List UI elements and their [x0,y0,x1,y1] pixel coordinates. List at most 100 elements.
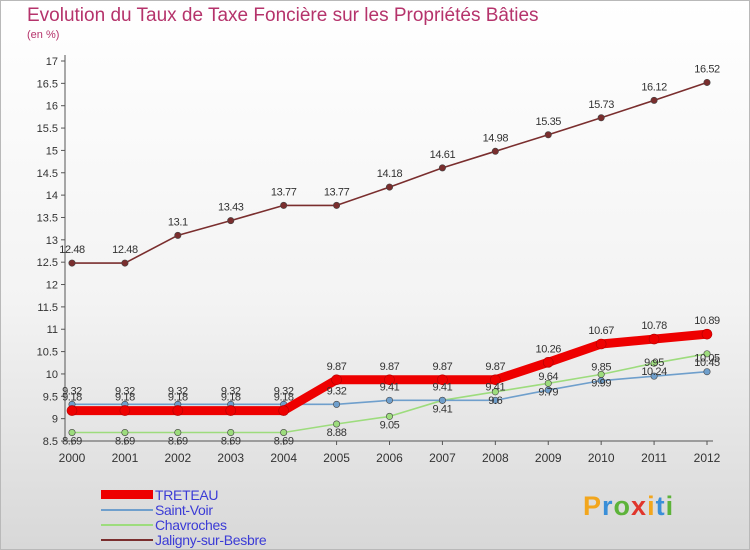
legend-label: Jaligny-sur-Besbre [155,531,267,548]
data-label: 9.41 [433,403,453,415]
data-point [384,374,395,386]
data-label: 10.26 [535,343,561,355]
data-label: 15.35 [535,116,561,128]
data-point [701,328,713,340]
data-point [437,374,448,386]
x-tick-label: 2002 [164,451,191,465]
data-label: 10.78 [641,320,667,332]
logo-letter: o [613,491,632,521]
data-label: 9.18 [274,392,294,404]
legend-swatch [101,490,153,499]
y-tick-label: 14 [46,190,58,202]
y-tick-label: 9 [52,414,58,426]
x-tick-label: 2006 [376,451,403,465]
x-tick-label: 2001 [112,451,139,465]
legend-item: TRETEAU [101,487,266,503]
data-point [227,429,235,437]
legend: TRETEAU Saint-Voir Chavroches Jaligny-sur-B… [101,487,267,548]
y-tick-label: 10 [46,369,58,381]
data-label: 9.32 [115,385,135,397]
legend-label: Saint-Voir [155,501,213,518]
data-label: 9.87 [327,361,347,373]
data-point [491,396,499,404]
data-point [172,405,184,416]
logo-letter: P [583,491,603,521]
data-label: 10.05 [694,353,720,365]
data-label: 9.18 [168,392,188,404]
data-point [121,259,129,267]
data-point [650,372,658,380]
y-tick-label: 13.5 [37,212,58,224]
data-point [119,405,131,416]
data-point [385,183,393,191]
data-point [174,231,182,239]
data-point [333,400,341,408]
data-point [703,368,711,376]
data-point [490,374,501,386]
y-tick-label: 14.5 [37,168,58,180]
data-label: 13.1 [168,216,188,228]
y-tick-label: 11.5 [37,302,58,314]
data-point [333,420,341,428]
data-point [66,405,78,416]
data-label: 9.41 [433,381,453,393]
data-label: 16.52 [694,63,720,75]
data-point [544,131,552,139]
data-point [597,114,605,122]
data-point [438,396,446,404]
data-label: 13.77 [324,186,350,198]
legend-item: Chavroches [101,516,266,533]
data-label: 9.87 [433,361,453,373]
data-point [542,357,554,368]
data-label: 9.32 [327,385,347,397]
data-point [648,333,660,345]
data-point [385,396,393,404]
data-label: 9.95 [644,357,664,369]
logo-letter: i [665,491,675,521]
legend-item: Jaligny-sur-Besbre [101,531,267,548]
data-point [438,164,446,172]
data-label: 9.79 [538,386,558,398]
data-label: 10.89 [694,315,720,327]
y-tick-label: 12 [46,280,58,292]
data-point [703,350,711,358]
data-label: 9.18 [221,392,241,404]
x-tick-label: 2000 [59,451,86,465]
data-label: 8.88 [327,427,347,439]
data-point [227,217,235,225]
logo-letter: i [647,491,656,521]
data-label: 10.24 [641,366,667,378]
legend-label: Chavroches [155,516,227,533]
data-label: 9.6 [488,395,502,407]
data-label: 9.32 [221,385,241,397]
data-point [68,429,76,437]
data-label: 13.43 [218,202,244,214]
data-point [278,405,289,416]
data-label: 14.18 [377,168,403,180]
data-label: 9.18 [62,392,82,404]
y-tick-label: 9.5 [43,391,58,403]
y-tick-label: 11 [47,324,58,336]
data-label: 9.85 [591,362,611,374]
logo-letter: r [602,491,614,521]
data-label: 9.05 [380,419,400,431]
data-label: 8.69 [274,436,294,448]
data-label: 12.48 [112,244,138,256]
x-tick-label: 2007 [429,451,456,465]
data-point [703,78,711,86]
x-tick-label: 2008 [482,451,509,465]
data-point [225,405,237,416]
y-tick-label: 17 [46,56,58,68]
data-point [650,359,658,367]
y-tick-label: 15.5 [37,123,58,135]
chart-subtitle: (en %) [27,29,60,41]
x-tick-label: 2004 [270,451,297,465]
data-label: 9.99 [591,377,611,389]
data-point [385,412,393,420]
data-label: 14.98 [483,132,509,144]
x-tick-label: 2010 [588,451,615,465]
data-label: 9.41 [485,381,505,393]
data-label: 9.87 [485,361,505,373]
data-label: 9.87 [380,361,400,373]
